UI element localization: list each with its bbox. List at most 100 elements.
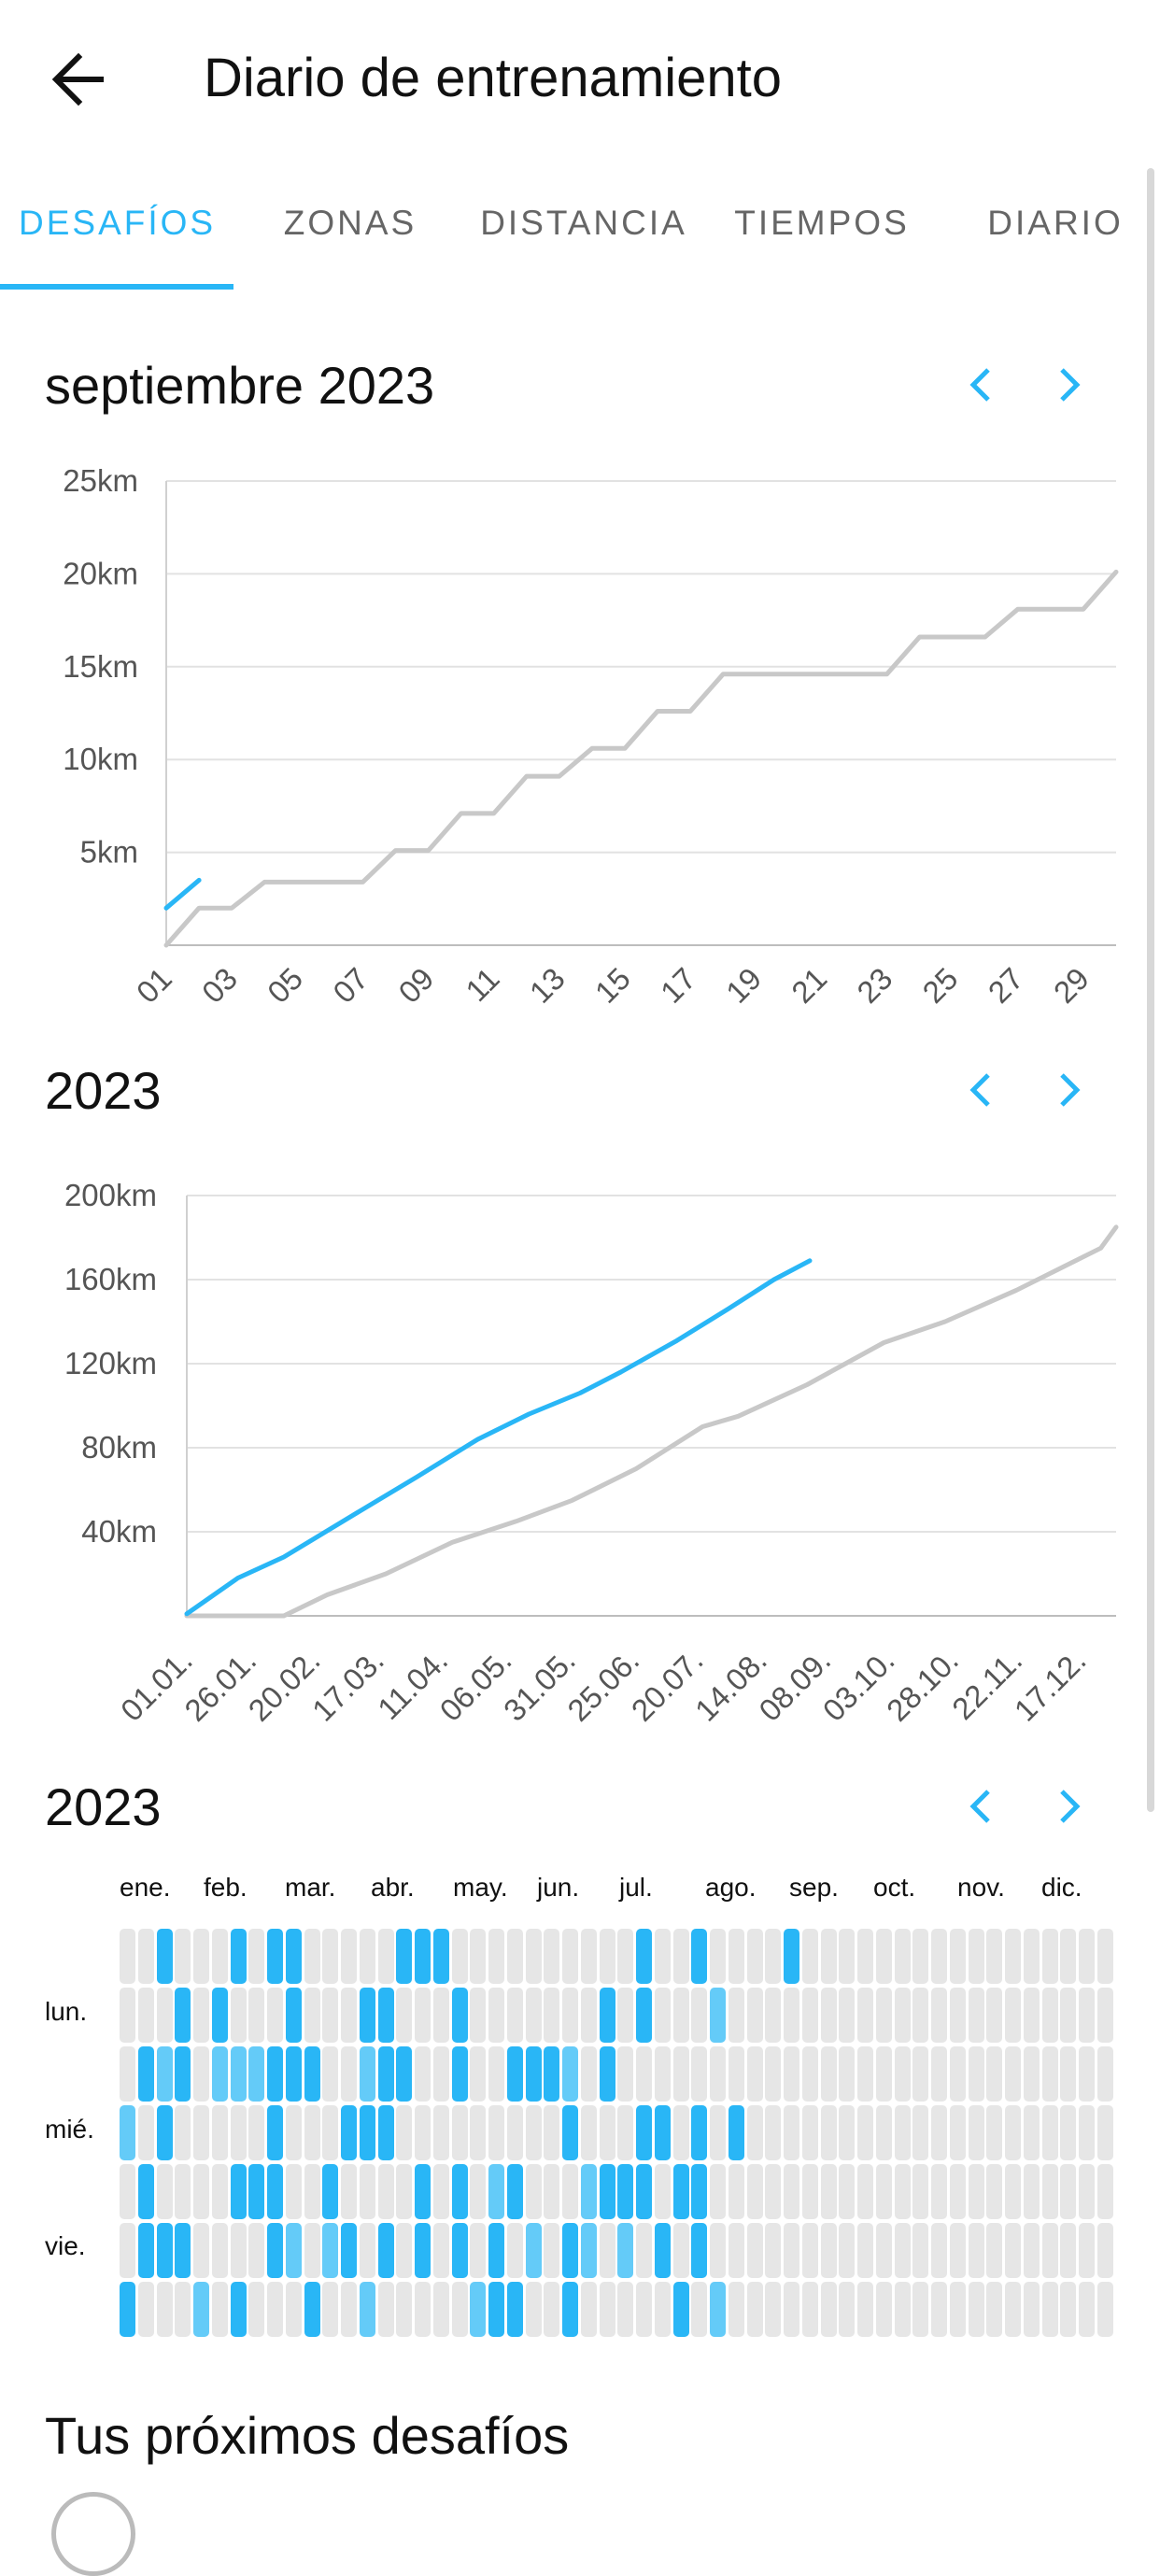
calendar-day-cell[interactable]: [359, 2164, 375, 2219]
calendar-day-cell[interactable]: [1079, 2164, 1095, 2219]
calendar-day-cell[interactable]: [525, 2105, 542, 2160]
calendar-day-cell[interactable]: [857, 2282, 873, 2337]
calendar-day-cell[interactable]: [672, 2164, 689, 2219]
calendar-day-cell[interactable]: [580, 1929, 597, 1984]
calendar-day-cell[interactable]: [1023, 1929, 1040, 1984]
calendar-day-cell[interactable]: [544, 2164, 560, 2219]
calendar-day-cell[interactable]: [432, 2223, 449, 2278]
calendar-day-cell[interactable]: [672, 1929, 689, 1984]
calendar-day-cell[interactable]: [488, 2105, 504, 2160]
calendar-day-cell[interactable]: [175, 2046, 191, 2102]
calendar-day-cell[interactable]: [691, 2105, 708, 2160]
calendar-day-cell[interactable]: [672, 1988, 689, 2043]
calendar-day-cell[interactable]: [931, 2164, 947, 2219]
calendar-day-cell[interactable]: [894, 2164, 911, 2219]
calendar-day-cell[interactable]: [1060, 1929, 1077, 1984]
calendar-day-cell[interactable]: [1023, 2046, 1040, 2102]
calendar-day-cell[interactable]: [341, 2164, 357, 2219]
calendar-day-cell[interactable]: [322, 1988, 339, 2043]
calendar-day-cell[interactable]: [525, 2223, 542, 2278]
calendar-day-cell[interactable]: [285, 2282, 302, 2337]
calendar-day-cell[interactable]: [359, 1929, 375, 1984]
calendar-day-cell[interactable]: [451, 2046, 468, 2102]
calendar-day-cell[interactable]: [931, 1988, 947, 2043]
calendar-day-cell[interactable]: [432, 2046, 449, 2102]
calendar-day-cell[interactable]: [599, 1929, 615, 1984]
calendar-day-cell[interactable]: [820, 1988, 837, 2043]
calendar-day-cell[interactable]: [820, 2164, 837, 2219]
calendar-day-cell[interactable]: [912, 2105, 929, 2160]
calendar-day-cell[interactable]: [525, 2164, 542, 2219]
calendar-day-cell[interactable]: [784, 1929, 799, 1984]
calendar-day-cell[interactable]: [839, 2282, 856, 2337]
monthly-next-button[interactable]: [1041, 357, 1097, 413]
calendar-day-cell[interactable]: [765, 2046, 782, 2102]
calendar-day-cell[interactable]: [230, 2046, 247, 2102]
calendar-day-cell[interactable]: [654, 2164, 671, 2219]
calendar-day-cell[interactable]: [710, 2105, 726, 2160]
calendar-day-cell[interactable]: [377, 2105, 394, 2160]
calendar-day-cell[interactable]: [875, 2105, 892, 2160]
calendar-day-cell[interactable]: [451, 1929, 468, 1984]
calendar-day-cell[interactable]: [580, 1988, 597, 2043]
calendar-day-cell[interactable]: [949, 2164, 966, 2219]
calendar-day-cell[interactable]: [562, 1988, 578, 2043]
calendar-day-cell[interactable]: [193, 2282, 209, 2337]
calendar-day-cell[interactable]: [710, 2046, 726, 2102]
calendar-day-cell[interactable]: [175, 2164, 191, 2219]
calendar-day-cell[interactable]: [415, 2046, 431, 2102]
calendar-day-cell[interactable]: [396, 2223, 413, 2278]
calendar-day-cell[interactable]: [267, 2223, 283, 2278]
calendar-day-cell[interactable]: [875, 2223, 892, 2278]
calendar-day-cell[interactable]: [636, 1988, 652, 2043]
calendar-day-cell[interactable]: [451, 1988, 468, 2043]
calendar-day-cell[interactable]: [784, 2164, 799, 2219]
calendar-day-cell[interactable]: [322, 1929, 339, 1984]
calendar-day-cell[interactable]: [801, 2282, 818, 2337]
calendar-day-cell[interactable]: [746, 2105, 763, 2160]
calendar-day-cell[interactable]: [470, 1988, 487, 2043]
calendar-day-cell[interactable]: [322, 2164, 339, 2219]
calendar-day-cell[interactable]: [580, 2105, 597, 2160]
calendar-day-cell[interactable]: [1060, 2282, 1077, 2337]
calendar-day-cell[interactable]: [544, 2223, 560, 2278]
calendar-day-cell[interactable]: [949, 2046, 966, 2102]
calendar-day-cell[interactable]: [1079, 1988, 1095, 2043]
calendar-day-cell[interactable]: [820, 2223, 837, 2278]
calendar-day-cell[interactable]: [857, 2105, 873, 2160]
calendar-day-cell[interactable]: [986, 2105, 1003, 2160]
calendar-day-cell[interactable]: [1096, 2046, 1113, 2102]
calendar-day-cell[interactable]: [396, 2046, 413, 2102]
calendar-day-cell[interactable]: [193, 1929, 209, 1984]
calendar-day-cell[interactable]: [857, 2046, 873, 2102]
calendar-day-cell[interactable]: [1041, 2105, 1058, 2160]
calendar-day-cell[interactable]: [322, 2046, 339, 2102]
calendar-day-cell[interactable]: [544, 2282, 560, 2337]
calendar-day-cell[interactable]: [580, 2046, 597, 2102]
calendar-day-cell[interactable]: [304, 2223, 320, 2278]
calendar-day-cell[interactable]: [1060, 2105, 1077, 2160]
calendar-day-cell[interactable]: [580, 2223, 597, 2278]
calendar-day-cell[interactable]: [1023, 2105, 1040, 2160]
calendar-day-cell[interactable]: [1041, 2046, 1058, 2102]
calendar-day-cell[interactable]: [1060, 1988, 1077, 2043]
calendar-day-cell[interactable]: [912, 2046, 929, 2102]
calendar-day-cell[interactable]: [857, 1988, 873, 2043]
calendar-day-cell[interactable]: [636, 2105, 652, 2160]
calendar-day-cell[interactable]: [654, 2282, 671, 2337]
calendar-day-cell[interactable]: [931, 2223, 947, 2278]
calendar-day-cell[interactable]: [820, 2282, 837, 2337]
calendar-day-cell[interactable]: [432, 2164, 449, 2219]
calendar-day-cell[interactable]: [304, 1929, 320, 1984]
calendar-day-cell[interactable]: [691, 2164, 708, 2219]
calendar-day-cell[interactable]: [1079, 2105, 1095, 2160]
calendar-day-cell[interactable]: [746, 2046, 763, 2102]
calendar-day-cell[interactable]: [304, 2105, 320, 2160]
calendar-day-cell[interactable]: [377, 1988, 394, 2043]
calendar-day-cell[interactable]: [248, 2164, 265, 2219]
calendar-day-cell[interactable]: [765, 1929, 782, 1984]
calendar-day-cell[interactable]: [396, 1929, 413, 1984]
tab-desafios[interactable]: DESAFÍOS: [19, 204, 217, 242]
calendar-day-cell[interactable]: [304, 2164, 320, 2219]
calendar-day-cell[interactable]: [636, 2282, 652, 2337]
